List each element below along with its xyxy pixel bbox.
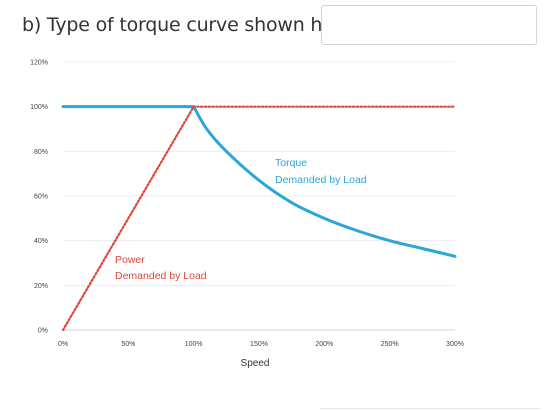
tick-layer: 0% 20% 40% 60% 80% 100% 120% 0% 50% 100% 150% 200% 2… (30, 60, 464, 349)
question-label: b) Type of torque curve shown here: (22, 14, 359, 36)
answer-input[interactable] (321, 5, 537, 45)
x-tick-label: 200% (315, 341, 333, 348)
y-tick-label: 0% (38, 328, 48, 335)
x-tick-label: 0% (58, 341, 68, 348)
y-tick-label: 20% (34, 283, 48, 290)
x-tick-label: 50% (121, 341, 135, 348)
annotation-layer: Torque Demanded by Load Power Demanded by L… (115, 157, 367, 282)
x-tick-label: 300% (446, 341, 464, 348)
divider (320, 408, 540, 409)
power-curve (61, 105, 457, 332)
x-tick-label: 250% (381, 341, 399, 348)
x-tick-label: 100% (185, 341, 203, 348)
power-annotation: Demanded by Load (115, 270, 207, 282)
y-tick-label: 60% (34, 194, 48, 201)
grid-layer (63, 61, 455, 331)
series-layer (61, 105, 457, 332)
x-tick-label: 150% (250, 341, 268, 348)
y-tick-label: 120% (30, 60, 48, 67)
torque-curve (61, 105, 457, 258)
torque-annotation: Torque (275, 157, 307, 169)
y-tick-label: 40% (34, 238, 48, 245)
y-tick-label: 100% (30, 104, 48, 111)
power-annotation: Power (115, 254, 145, 266)
torque-annotation: Demanded by Load (275, 174, 367, 186)
y-tick-label: 80% (34, 149, 48, 156)
x-axis-title: Speed (241, 358, 270, 369)
